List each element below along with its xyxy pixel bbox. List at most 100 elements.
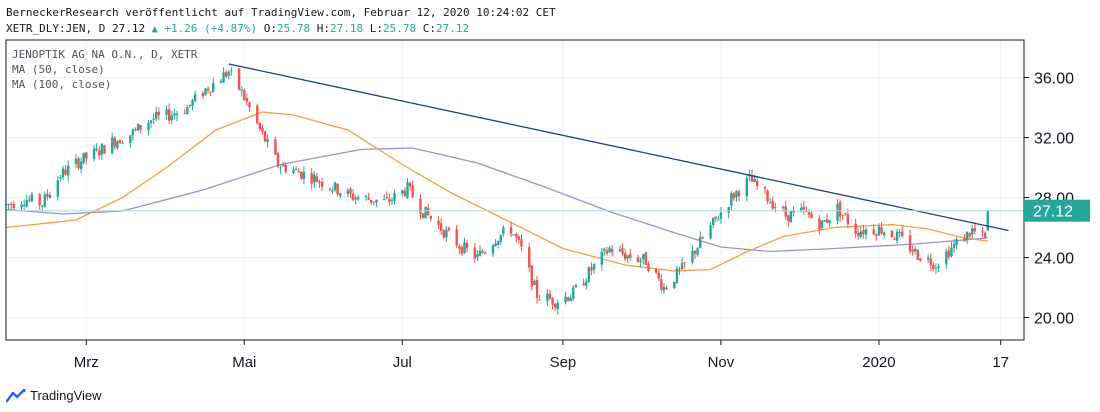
candle-up	[564, 296, 567, 303]
candle-up	[859, 231, 863, 237]
candle-down	[911, 249, 914, 253]
time-axis[interactable]: Mrz Mai Jul Sep Nov 2020 17	[74, 340, 1009, 371]
candle-up	[955, 239, 958, 246]
candle-down	[535, 279, 539, 298]
candle-up	[895, 231, 899, 241]
candle-down	[771, 200, 774, 209]
x-tick-label: Nov	[708, 354, 735, 371]
candle-up	[61, 168, 65, 178]
candle-down	[665, 287, 668, 289]
candle-up	[266, 139, 269, 142]
y-tick-label: 24.00	[1034, 251, 1074, 268]
price-change: +1.26 (+4.87%)	[164, 22, 258, 35]
y-tick-label: 36.00	[1034, 71, 1074, 88]
candle-up	[823, 220, 826, 222]
candle-down	[732, 193, 736, 199]
candle-up	[186, 107, 189, 115]
candle-up	[463, 242, 466, 253]
candle-down	[657, 273, 660, 279]
candle-up	[424, 206, 427, 219]
candle-up	[986, 210, 989, 231]
candle-up	[149, 120, 153, 123]
high-label: H:	[316, 22, 330, 35]
candle-up	[585, 281, 588, 286]
candle-up	[382, 198, 386, 200]
candle-up	[675, 268, 679, 283]
candle-down	[963, 238, 966, 242]
candle-up	[111, 137, 114, 154]
candle-down	[274, 139, 277, 155]
candle-down	[857, 233, 860, 236]
trendline-layer	[228, 63, 1009, 232]
close-label: C:	[422, 22, 436, 35]
candle-up	[662, 286, 666, 291]
candle-up	[393, 192, 396, 202]
candle-up	[338, 193, 342, 196]
candle-up	[574, 285, 578, 287]
candle-down	[810, 213, 813, 219]
candle-up	[354, 197, 357, 200]
candle-down	[582, 283, 585, 286]
candle-up	[569, 297, 572, 302]
candle-up	[219, 81, 223, 84]
candle-down	[46, 193, 49, 197]
candle-up	[768, 202, 772, 204]
candle-up	[626, 255, 629, 259]
candle-down	[437, 220, 440, 225]
candle-down	[981, 231, 984, 233]
candle-up	[494, 243, 497, 246]
candle-down	[134, 128, 137, 130]
candle-down	[983, 233, 987, 238]
candle-up	[950, 247, 953, 257]
up-arrow-icon: ▲	[151, 24, 158, 35]
candle-down	[538, 299, 541, 301]
ma100-line	[5, 147, 988, 253]
candle-down	[157, 111, 161, 115]
candle-up	[136, 123, 140, 131]
candle-down	[774, 206, 777, 208]
candle-down	[284, 165, 287, 173]
candle-down	[838, 202, 842, 217]
candle-up	[745, 177, 749, 197]
candle-down	[237, 68, 241, 90]
candle-up	[230, 69, 233, 71]
candle-down	[678, 268, 681, 270]
candle-up	[43, 194, 47, 207]
candle-up	[836, 203, 839, 222]
candle-down	[209, 91, 212, 93]
ma100-layer	[5, 147, 988, 253]
candle-down	[854, 223, 857, 235]
candle-down	[548, 293, 552, 299]
candle-down	[320, 181, 324, 187]
candle-up	[212, 82, 215, 93]
candle-up	[331, 190, 334, 192]
candle-down	[12, 203, 15, 209]
candle-down	[276, 153, 280, 167]
candle-down	[908, 235, 912, 252]
candle-up	[222, 72, 225, 83]
candle-up	[147, 123, 150, 131]
candle-down	[916, 250, 919, 260]
candle-down	[349, 188, 352, 194]
candle-down	[802, 206, 806, 210]
candle-down	[520, 239, 523, 247]
candle-down	[590, 267, 593, 271]
candle-down	[481, 250, 484, 253]
candle-up	[965, 231, 969, 241]
candle-down	[248, 102, 251, 108]
candle-down	[118, 140, 122, 144]
candle-up	[56, 180, 60, 197]
candle-down	[183, 112, 186, 114]
candle-up	[92, 148, 96, 159]
candle-down	[442, 230, 445, 238]
candle-down	[315, 176, 319, 182]
candle-up	[346, 190, 350, 194]
candle-down	[872, 229, 875, 235]
candle-down	[429, 215, 433, 219]
candle-up	[546, 293, 549, 302]
candle-down	[370, 200, 373, 203]
candle-up	[279, 167, 282, 169]
candle-down	[447, 227, 451, 231]
